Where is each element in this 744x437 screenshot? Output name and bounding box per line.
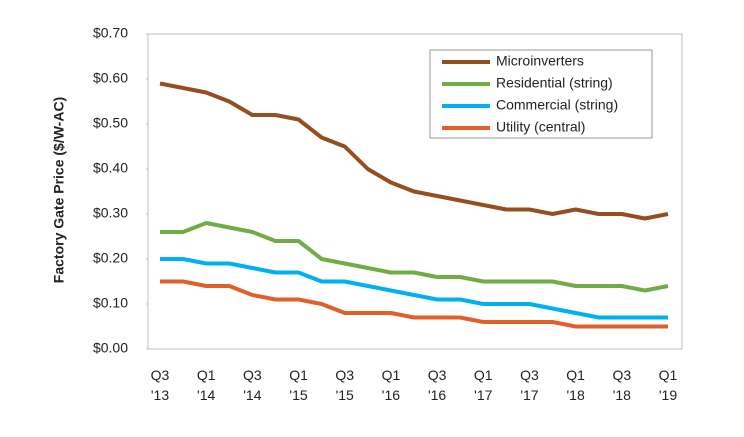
y-tick-label: $0.00 [93,340,128,356]
x-tick-label: Q3'16 [428,367,447,403]
x-tick-label: Q3'15 [335,367,354,403]
x-tick-label: Q1'15 [289,367,308,403]
x-tick-label: Q1'16 [382,367,401,403]
y-tick-label: $0.60 [93,70,128,86]
y-tick-label: $0.20 [93,250,128,266]
y-tick-label: $0.50 [93,115,128,131]
y-tick-label: $0.10 [93,295,128,311]
x-tick-label: Q1'17 [474,367,493,403]
series-line [159,81,669,221]
y-tick-label: $0.70 [93,25,128,41]
series-line [160,221,669,293]
plot-frame [147,33,683,350]
x-tick-label: Q3'18 [612,367,631,403]
x-tick-label: Q3'17 [520,367,539,403]
x-tick-label: Q1'14 [197,367,216,403]
legend-label: Residential (string) [496,75,613,91]
y-tick-label: $0.40 [93,160,128,176]
legend [429,49,653,139]
series-line [160,279,668,329]
series-line [160,257,668,320]
legend-label: Commercial (string) [496,97,618,113]
y-axis-title: Factory Gate Price ($/W-AC) [51,97,67,283]
x-tick-label: Q1'19 [659,367,678,403]
x-tick-label: Q3'14 [243,367,262,403]
x-tick-label: Q3'13 [151,367,170,403]
legend-label: Utility (central) [496,119,585,135]
y-tick-label: $0.30 [93,205,128,221]
legend-label: Microinverters [496,53,584,69]
x-tick-label: Q1'18 [566,367,585,403]
